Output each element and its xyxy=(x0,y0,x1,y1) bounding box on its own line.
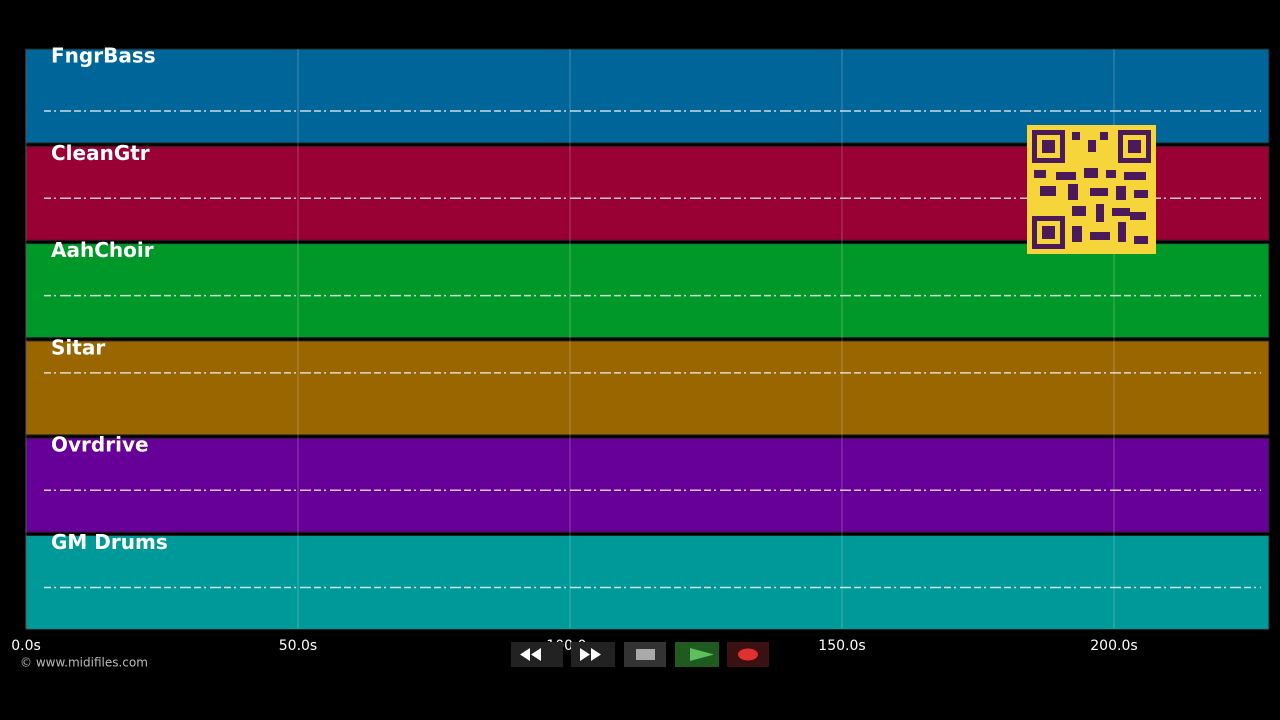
fast-forward-button[interactable] xyxy=(571,642,615,667)
track-name: AahChoir xyxy=(51,238,154,262)
track-name: FngrBass xyxy=(51,44,156,68)
timeline: 0.0s 50.0s 100.0s 150.0s 200.0s xyxy=(11,49,1138,654)
lane-background xyxy=(25,243,1270,339)
track-name: CleanGtr xyxy=(51,141,150,165)
tick-label: 150.0s xyxy=(818,638,865,654)
track-name: Sitar xyxy=(51,335,105,359)
track-lane: AahChoir xyxy=(25,238,1270,339)
tick-label: 200.0s xyxy=(1090,638,1137,654)
tick-label: 50.0s xyxy=(279,638,317,654)
stop-button[interactable] xyxy=(624,642,666,667)
transport-controls xyxy=(511,642,769,667)
track-lane: Sitar xyxy=(25,335,1270,436)
track-lane: Ovrdrive xyxy=(25,433,1270,533)
watermark: © www.midifiles.com xyxy=(20,656,148,670)
qr-code xyxy=(1027,125,1156,254)
lane-background xyxy=(25,437,1270,533)
record-button[interactable] xyxy=(727,642,769,667)
play-button[interactable] xyxy=(675,642,719,667)
tick-label: 0.0s xyxy=(11,638,41,654)
track-lane: FngrBass xyxy=(25,44,1270,144)
track-name: Ovrdrive xyxy=(51,433,149,457)
lane-background xyxy=(25,535,1270,630)
rewind-button[interactable] xyxy=(511,642,563,667)
track-name: GM Drums xyxy=(51,530,168,554)
lane-background xyxy=(25,340,1270,436)
track-lane: GM Drums xyxy=(25,530,1270,630)
